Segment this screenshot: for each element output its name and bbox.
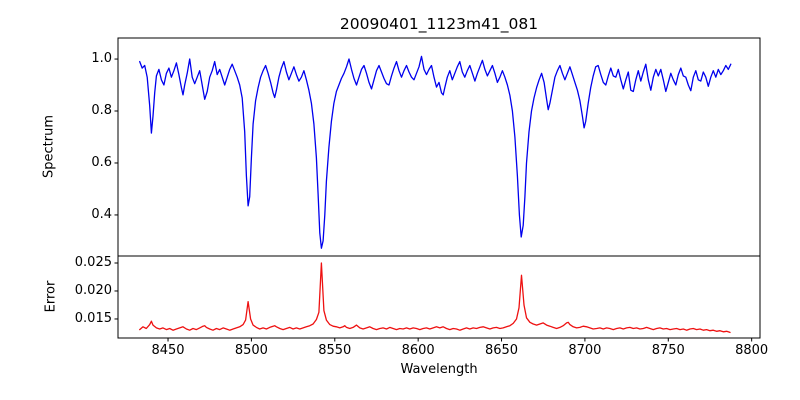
x-tick-label: 8750 — [651, 343, 685, 358]
x-tick-label: 8500 — [234, 343, 268, 358]
y-tick-label: 0.015 — [74, 310, 112, 326]
x-tick-label: 8550 — [318, 343, 352, 358]
y-tick-label: 0.020 — [74, 282, 112, 298]
y-tick-label: 1.0 — [91, 51, 112, 67]
error-line — [139, 262, 731, 334]
x-axis-label-wavelength: Wavelength — [400, 362, 478, 377]
y-tick-label: 0.6 — [91, 154, 112, 170]
x-tick-label: 8450 — [151, 343, 185, 358]
y-tick-label: 0.025 — [74, 254, 112, 270]
y-axis-label-error: Error — [43, 280, 59, 313]
spectrum-line — [139, 55, 732, 249]
chart-title: 20090401_1123m41_081 — [339, 15, 539, 33]
x-tick-label: 8700 — [568, 343, 602, 358]
axes-spine — [117, 37, 761, 257]
x-tick-label: 8800 — [735, 343, 769, 358]
axes-spine — [117, 255, 761, 339]
y-tick-label: 0.8 — [91, 103, 112, 118]
x-tick-label: 8600 — [401, 343, 435, 358]
y-tick-label: 0.4 — [91, 206, 112, 222]
y-axis-label-spectrum: Spectrum — [41, 115, 57, 178]
x-tick-label: 8650 — [484, 343, 519, 358]
